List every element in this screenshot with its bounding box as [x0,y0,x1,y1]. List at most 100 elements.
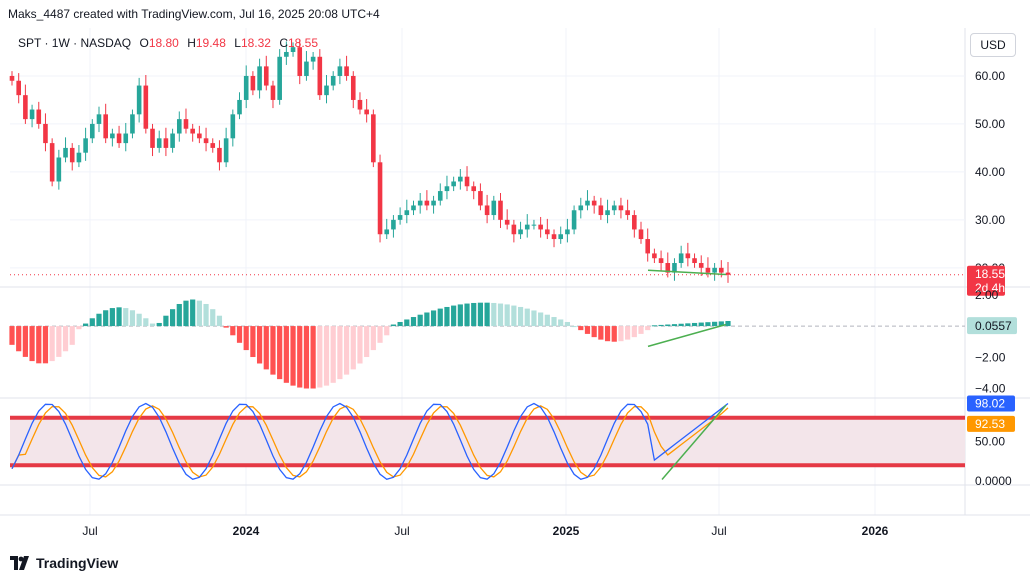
candle-body [136,85,142,115]
macd-histogram-bar [651,325,657,327]
last-price-value: 18.55 [975,267,1005,281]
time-axis-label: 2026 [862,524,889,538]
candle-body [357,99,363,110]
macd-histogram-bar [471,302,477,327]
macd-tick-label: −4.00 [975,382,1006,396]
candle-body [23,95,28,120]
macd-histogram-bar [323,326,330,386]
candle-body [284,51,289,57]
candle-body [36,109,42,124]
candle-body [725,272,731,275]
candle-body [143,85,149,129]
candle-body [263,66,269,86]
macd-histogram-bar [83,323,89,327]
macd-histogram-bar [404,319,410,327]
macd-histogram-bar [123,308,129,327]
candle-body [638,229,644,240]
candle-body [203,138,209,144]
macd-histogram-bar [712,321,718,327]
tradingview-logo[interactable]: TradingView [10,555,118,571]
macd-histogram-bar [143,318,149,327]
macd-histogram-bar [390,324,397,327]
candle-body [83,138,88,153]
candle-body [424,200,430,206]
macd-histogram-bar [16,326,22,352]
candle-body [611,205,617,211]
macd-histogram-bar [511,305,517,327]
stoch-k-badge [967,395,1015,412]
candle-body [49,143,55,182]
candle-body [692,258,697,264]
high-label: H [187,36,196,50]
candle-body [337,66,343,76]
macd-tick-label: −2.00 [975,350,1006,364]
macd-histogram-bar [417,314,423,327]
candle-body [531,224,537,226]
macd-histogram-bar [357,326,363,364]
candle-body [330,75,336,86]
macd-histogram-bar [671,324,678,327]
candle-body [371,114,376,163]
candle-body [377,162,383,235]
macd-histogram-bar [62,326,69,352]
macd-histogram-bar [685,323,691,327]
macd-histogram-bar [725,321,731,327]
macd-histogram-bar [504,304,510,327]
price-trendline [647,269,727,276]
candle-body [76,152,82,163]
macd-histogram-bar [176,303,182,327]
macd-histogram-bar [444,306,450,327]
candle-body [277,56,282,100]
currency-button[interactable]: USD [970,33,1016,57]
price-tick-label: 60.00 [975,69,1005,83]
macd-histogram-bar [256,326,263,364]
macd-histogram-bar [163,315,169,327]
stoch-band-fill [10,417,965,466]
candle-body [304,61,309,76]
macd-histogram-bar [538,312,544,327]
candle-body [250,75,256,91]
candle-body [103,114,108,139]
macd-histogram-bar [384,326,390,336]
candle-body [63,147,68,158]
macd-trendline [647,323,727,348]
candle-body [685,253,691,259]
candle-body [16,80,21,96]
macd-histogram-bar [216,315,223,327]
macd-histogram-bar [370,326,376,351]
candle-body [344,66,349,76]
macd-histogram-bar [283,326,289,383]
last-price-badge [967,265,1005,296]
macd-histogram-bar [551,317,557,327]
candle-body [364,109,369,115]
candle-body [645,239,651,254]
macd-histogram-bar [410,317,417,327]
candle-body [444,186,450,192]
macd-histogram-bar [604,326,611,342]
macd-histogram-bar [705,322,711,327]
macd-histogram-bar [317,326,323,388]
macd-histogram-bar [698,322,704,327]
macd-histogram-bar [477,302,484,327]
stoch-d-line [11,405,729,478]
macd-histogram-bar [524,308,530,327]
tradingview-icon [10,556,29,570]
candle-body [585,200,590,206]
candle-body [397,215,403,220]
macd-histogram-bar [203,303,209,327]
candle-body [217,147,222,163]
symbol-label[interactable]: SPT · 1W · NASDAQ [18,36,132,50]
candle-body [551,234,557,240]
macd-histogram-bar [310,326,316,389]
candle-body [317,56,323,96]
candle-body [625,210,630,216]
low-value: 18.32 [240,36,271,50]
candle-body [545,229,550,235]
stoch-d-value: 92.53 [975,417,1005,431]
candle-body [712,267,717,273]
macd-histogram-bar [564,321,571,327]
macd-histogram-bar [544,314,550,327]
macd-histogram-bar [243,326,249,351]
candle-body [290,47,296,52]
